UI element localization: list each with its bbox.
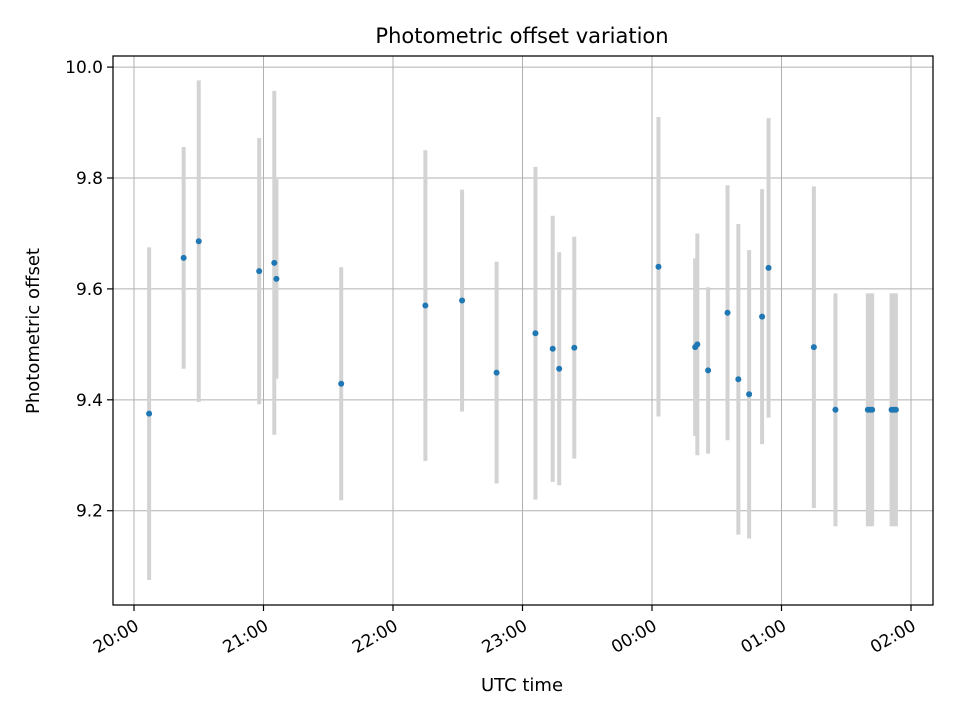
x-axis-label: UTC time <box>481 675 563 696</box>
y-tick-label: 9.6 <box>76 280 103 300</box>
data-point <box>493 369 500 376</box>
data-point <box>532 330 539 337</box>
data-point <box>655 263 662 270</box>
data-point <box>556 365 563 372</box>
data-point <box>705 367 712 374</box>
data-point <box>459 297 466 304</box>
data-point <box>694 341 701 348</box>
data-point <box>746 391 753 398</box>
data-point <box>735 376 742 383</box>
data-point <box>832 406 839 413</box>
data-point <box>724 309 731 316</box>
y-axis-label: Photometric offset <box>23 248 44 414</box>
data-point <box>759 313 766 320</box>
data-point <box>422 302 429 309</box>
data-point <box>256 268 263 275</box>
data-point <box>892 406 899 413</box>
y-tick-label: 9.4 <box>76 391 103 411</box>
data-point <box>765 264 772 271</box>
data-points <box>146 238 899 417</box>
y-tick-label: 9.8 <box>76 169 103 189</box>
data-point <box>869 406 876 413</box>
grid <box>113 56 933 605</box>
data-point <box>810 344 817 351</box>
data-point <box>338 380 345 387</box>
data-point <box>273 275 280 282</box>
data-point <box>180 254 187 261</box>
data-point <box>146 410 153 417</box>
data-point <box>271 259 278 266</box>
y-tick-label: 9.2 <box>76 502 103 522</box>
data-point <box>549 345 556 352</box>
data-point <box>195 238 202 245</box>
chart-title: Photometric offset variation <box>375 24 668 48</box>
y-tick-label: 10.0 <box>65 58 103 78</box>
y-axis-ticks: 9.2 9.4 9.6 9.8 10.0 <box>65 58 113 522</box>
data-point <box>571 344 578 351</box>
